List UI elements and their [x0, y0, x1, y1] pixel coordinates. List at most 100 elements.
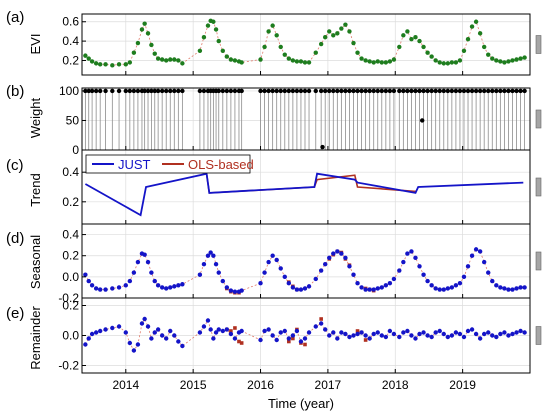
just-point	[313, 324, 318, 329]
y-tick-label: -0.2	[58, 291, 79, 305]
evi-point	[413, 35, 418, 40]
just-point	[152, 278, 157, 284]
just-point	[335, 336, 340, 341]
weight-point	[449, 88, 455, 94]
just-point	[473, 331, 479, 337]
evi-point	[168, 57, 173, 62]
weight-point	[155, 88, 161, 94]
just-point	[294, 328, 300, 334]
evi-point	[437, 60, 442, 65]
just-point	[286, 281, 292, 286]
evi-point	[506, 59, 511, 64]
just-point	[164, 336, 169, 341]
just-point	[127, 278, 133, 284]
just-point	[220, 278, 225, 284]
just-point	[331, 251, 336, 256]
just-point	[473, 247, 479, 252]
link-line	[85, 318, 525, 352]
evi-point	[445, 61, 451, 66]
evi-point	[363, 58, 368, 63]
just-point	[449, 285, 455, 290]
evi-point	[486, 52, 491, 57]
just-point	[510, 331, 515, 337]
panel-label-d: (d)	[6, 230, 24, 247]
just-point	[224, 327, 230, 332]
just-point	[201, 261, 207, 267]
just-point	[397, 268, 402, 273]
just-point	[286, 336, 292, 341]
evi-point	[409, 36, 414, 42]
just-point	[323, 327, 328, 332]
evi-point	[351, 40, 356, 46]
weight-point	[457, 88, 463, 94]
weight-point	[397, 88, 402, 94]
just-point	[239, 328, 244, 334]
just-point	[461, 274, 467, 280]
just-point	[228, 331, 234, 337]
weight-point	[445, 88, 451, 94]
just-point	[409, 333, 414, 338]
weight-point	[355, 88, 360, 94]
just-point	[401, 330, 406, 335]
evi-point	[522, 55, 527, 60]
weight-point	[97, 88, 103, 94]
weight-point	[437, 88, 442, 94]
evi-point	[498, 59, 503, 64]
just-point	[110, 286, 115, 291]
just-point	[417, 264, 422, 269]
ols-point	[237, 339, 241, 344]
evi-point	[152, 51, 157, 56]
evi-point	[425, 50, 430, 55]
evi-point	[383, 60, 389, 65]
evi-point	[164, 58, 169, 63]
ols-point	[291, 336, 295, 341]
just-point	[123, 283, 128, 288]
evi-point	[142, 21, 147, 26]
weight-point	[274, 88, 279, 94]
weight-point	[327, 88, 332, 94]
just-point	[290, 333, 296, 338]
just-point	[327, 333, 332, 338]
just-point	[220, 328, 225, 334]
just-point	[502, 330, 507, 335]
just-point	[518, 328, 523, 334]
weight-point	[313, 88, 318, 94]
just-point	[228, 288, 234, 293]
just-point	[469, 253, 475, 258]
ylabel-evi: EVI	[28, 34, 43, 55]
just-point	[387, 281, 393, 286]
weight-point	[477, 88, 483, 94]
evi-point	[339, 26, 344, 31]
just-point	[135, 342, 141, 347]
just-point	[359, 285, 364, 290]
just-point	[294, 287, 300, 292]
weight-outlier-point	[320, 144, 325, 150]
just-point	[306, 330, 312, 335]
just-point	[262, 270, 267, 275]
just-point	[152, 330, 157, 335]
weight-point	[228, 88, 234, 94]
weight-point	[518, 88, 523, 94]
evi-point	[290, 58, 296, 63]
x-tick-label: 2014	[112, 378, 139, 392]
just-point	[441, 287, 446, 292]
weight-point	[371, 88, 376, 94]
evi-point	[239, 60, 244, 65]
just-point	[486, 330, 491, 335]
evi-point	[401, 33, 406, 38]
evi-point	[201, 35, 207, 40]
evi-point	[286, 56, 292, 61]
x-tick-label: 2017	[315, 378, 342, 392]
just-point	[123, 330, 128, 335]
evi-point	[331, 33, 336, 38]
evi-point	[228, 57, 234, 62]
just-point	[355, 331, 360, 337]
just-point	[433, 286, 438, 291]
just-point	[142, 316, 147, 322]
evi-point	[270, 23, 275, 28]
weight-point	[514, 88, 519, 94]
weight-point	[149, 88, 154, 94]
just-point	[421, 272, 426, 277]
panel-frame	[81, 13, 531, 76]
evi-point	[262, 44, 267, 50]
